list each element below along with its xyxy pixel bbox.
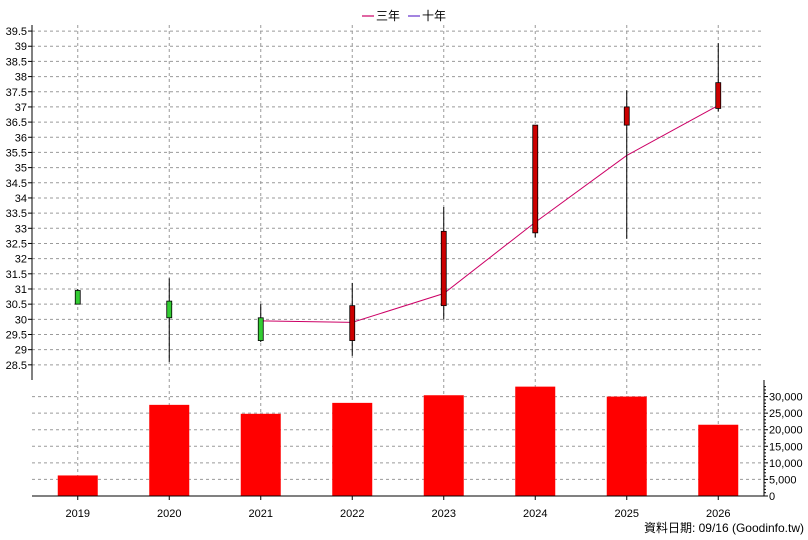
source-note: 資料日期: 09/16 (Goodinfo.tw) — [644, 521, 804, 535]
x-tick-label: 2026 — [706, 508, 730, 520]
price-tick-label: 31.5 — [6, 269, 27, 281]
volume-tick-label: 0 — [769, 491, 775, 503]
volume-tick-label: 10,000 — [769, 458, 803, 470]
price-tick-label: 39.5 — [6, 26, 27, 38]
price-tick-label: 29.5 — [6, 329, 27, 341]
price-tick-label: 34 — [15, 193, 27, 205]
volume-tick-label: 20,000 — [769, 425, 803, 437]
x-tick-label: 2020 — [157, 508, 181, 520]
price-tick-label: 29 — [15, 345, 27, 357]
price-tick-label: 37 — [15, 102, 27, 114]
price-tick-label: 36.5 — [6, 117, 27, 129]
x-tick-label: 2021 — [249, 508, 273, 520]
price-tick-label: 38 — [15, 72, 27, 84]
volume-bar — [332, 402, 373, 496]
volume-bar — [606, 396, 647, 496]
legend: 三年 十年 — [362, 9, 446, 23]
price-panel: 28.5 29 29.5 30 30.5 31 31.5 32 32.5 33 33.5 34 34.5… — [6, 25, 764, 496]
candle-body — [623, 106, 630, 126]
candle-body — [349, 305, 356, 341]
x-tick-label: 2023 — [432, 508, 456, 520]
volume-bar — [423, 395, 464, 496]
volume-tick-label: 30,000 — [769, 392, 803, 404]
price-tick-label: 34.5 — [6, 178, 27, 190]
candle-body — [532, 124, 539, 234]
volume-bar — [57, 475, 98, 496]
x-tick-label: 2019 — [66, 508, 90, 520]
price-tick-label: 35.5 — [6, 147, 27, 159]
volume-bar — [240, 413, 281, 496]
price-tick-label: 39 — [15, 41, 27, 53]
legend-label-3yr: 三年 — [376, 9, 400, 23]
line-series-3yr — [260, 104, 719, 323]
volume-tick-label: 25,000 — [769, 408, 803, 420]
candle-body — [715, 82, 722, 109]
x-tick-label: 2022 — [340, 508, 364, 520]
volume-bar — [698, 424, 739, 496]
legend-label-10yr: 十年 — [422, 9, 446, 23]
price-tick-label: 30 — [15, 314, 27, 326]
price-tick-label: 30.5 — [6, 299, 27, 311]
candle-body — [166, 300, 173, 319]
volume-tick-label: 5,000 — [769, 474, 797, 486]
price-tick-label: 31 — [15, 284, 27, 296]
price-tick-label: 32 — [15, 254, 27, 266]
price-tick-label: 33.5 — [6, 208, 27, 220]
candle-body — [440, 230, 447, 307]
volume-bar — [149, 404, 190, 496]
volume-bar — [515, 386, 556, 496]
volume-panel: 0 5,000 10,000 15,000 20,000 25,000 30,000 — [32, 380, 803, 503]
price-tick-label: 36 — [15, 132, 27, 144]
price-tick-label: 33 — [15, 223, 27, 235]
candle-body — [257, 317, 264, 341]
price-tick-label: 28.5 — [6, 360, 27, 372]
x-tick-label: 2025 — [615, 508, 639, 520]
price-tick-label: 35 — [15, 163, 27, 175]
x-tick-label: 2024 — [523, 508, 547, 520]
price-tick-label: 38.5 — [6, 56, 27, 68]
x-axis: 2019 2020 2021 2022 2023 2024 2025 2026 — [32, 495, 764, 520]
candle-body — [74, 290, 81, 305]
price-tick-label: 32.5 — [6, 238, 27, 250]
volume-tick-label: 15,000 — [769, 441, 803, 453]
price-tick-label: 37.5 — [6, 87, 27, 99]
